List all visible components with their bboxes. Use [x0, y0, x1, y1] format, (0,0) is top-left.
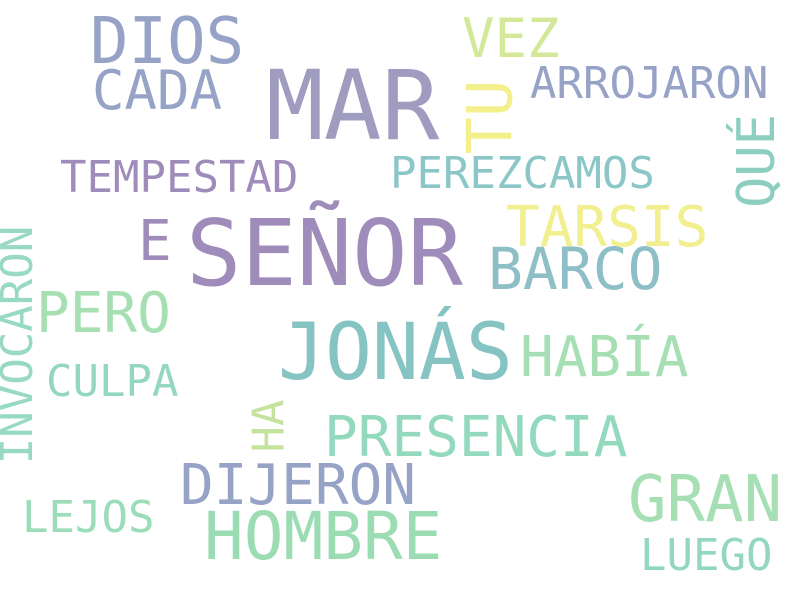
word-dios: DIOS [90, 5, 245, 79]
word-jonas: JONÁS [278, 308, 513, 398]
word-ha: HA [243, 399, 295, 453]
word-gran: GRAN [628, 463, 783, 537]
word-mar: MAR [266, 50, 440, 162]
word-dijeron: DIJERON [180, 453, 417, 518]
word-senor: SEÑOR [186, 200, 463, 307]
word-invocaron: INVOCARON [0, 225, 44, 465]
word-luego: LUEGO [640, 530, 773, 581]
word-pero: PERO [36, 281, 171, 346]
word-habia: HABÍA [520, 325, 689, 390]
word-culpa: CULPA [46, 356, 179, 407]
word-e: E [138, 209, 172, 274]
word-tarsis: TARSIS [506, 195, 709, 260]
word-arrojaron: ARROJARON [530, 58, 769, 109]
word-cada: CADA [92, 59, 223, 122]
word-barco: BARCO [488, 235, 663, 303]
word-lejos: LEJOS [22, 492, 155, 543]
word-presencia: PRESENCIA [324, 405, 628, 470]
word-tu: TU [453, 79, 527, 155]
word-hombre: HOMBRE [204, 498, 443, 575]
word-que: QUÉ [726, 114, 787, 208]
word-tempestad: TEMPESTAD [60, 152, 299, 203]
word-perezcamos: PEREZCAMOS [390, 148, 655, 199]
word-vez: VEZ [462, 7, 560, 70]
